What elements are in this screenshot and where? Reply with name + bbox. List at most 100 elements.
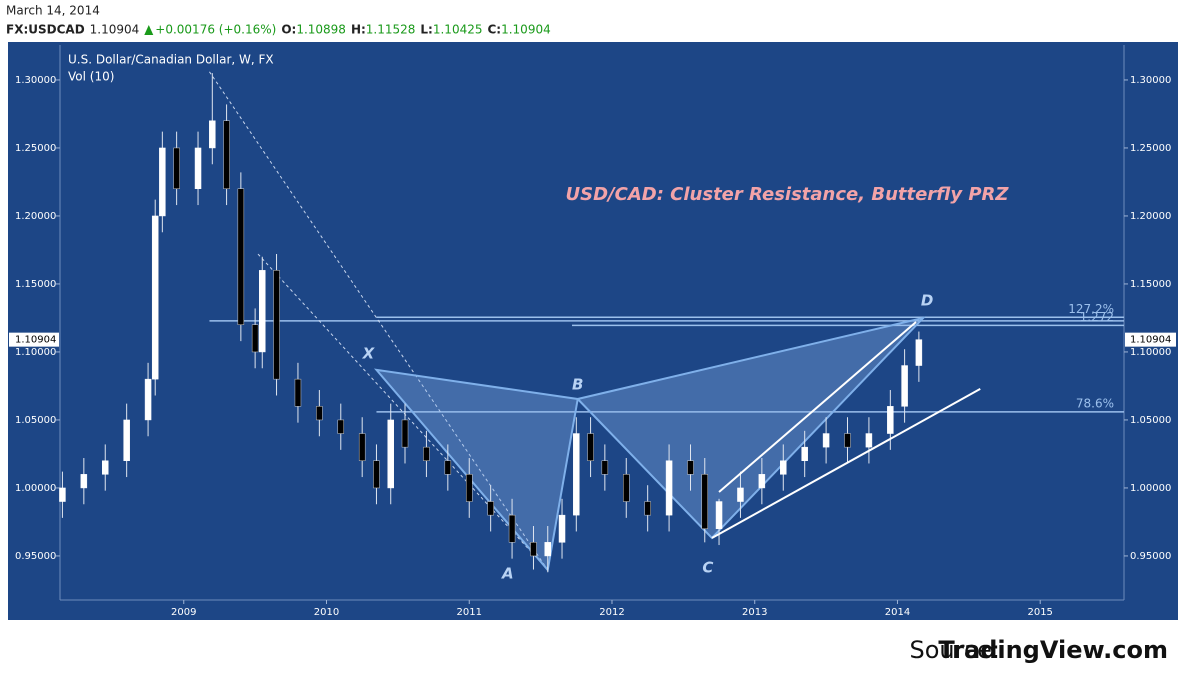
y-tick-label: 0.95000 [15,551,56,562]
candle-body [358,433,366,461]
indicator: Vol (10) [68,70,114,84]
header-text: FX:USDCAD [6,23,85,37]
pattern-area [373,368,579,573]
candle-body [587,433,594,461]
candle-body [544,542,551,557]
y-tick-label: 1.05000 [15,415,56,426]
candle-body [530,542,537,557]
y2-tick-label: 0.95000 [1130,551,1171,562]
y2-tick-label: 1.25000 [1130,143,1171,154]
price-tag-left-label: 1.10904 [15,335,56,346]
pattern-label: B [572,375,583,393]
y2-tick-label: 1.05000 [1130,415,1171,426]
candle-body [558,514,566,543]
fib-label: 78.6% [1076,396,1114,410]
y-tick-label: 1.10000 [15,347,56,358]
x-tick-label: 2009 [171,607,196,618]
candle-body [915,339,923,366]
x-tick-label: 2015 [1027,607,1052,618]
candle-body [223,120,230,189]
candle-body [465,474,473,502]
candle-body [887,406,894,434]
candle-body [237,188,245,325]
candle-body [387,419,394,489]
candle-body [101,460,109,475]
chart-panel [8,42,1178,620]
pattern-label: A [501,564,514,582]
pattern-label: D [921,291,933,309]
candle-body [373,460,380,489]
up-arrow [144,25,154,35]
header-text: L: [420,23,432,37]
candle-body [487,501,494,516]
header-text: 1.11528 [366,23,416,37]
header-text: 1.10904 [90,23,140,37]
y2-tick-label: 1.10000 [1130,347,1171,358]
y2-tick-label: 1.30000 [1130,75,1171,86]
x-tick-label: 2010 [314,607,339,618]
candle-body [701,474,709,529]
header-text: H: [351,23,366,37]
source-name: TradingView.com [938,636,1168,664]
candle-body [844,433,851,448]
y-tick-label: 1.00000 [15,483,56,494]
price-tag-label: 1.10904 [1130,335,1171,346]
y2-tick-label: 1.20000 [1130,211,1171,222]
candle-body [209,120,216,149]
plot: 0.95000 0.95000 1.00000 1.00000 1.05000 1.050… [9,71,1176,618]
source-prefix: Source: [909,636,1000,664]
date: March 14, 2014 [6,4,100,18]
trend-line [718,321,917,493]
x-tick-label: 2013 [742,607,767,618]
dashed-trend [209,71,549,571]
y2-tick-label: 1.15000 [1130,279,1171,290]
candle-body [665,460,673,516]
price-tag-left [9,332,59,347]
candle-body [423,446,430,461]
price-tag [1125,332,1176,347]
y-tick-label: 1.20000 [15,211,56,222]
y-tick-label: 1.25000 [15,143,56,154]
header-text: C: [487,23,501,37]
y-tick-label: 1.15000 [15,279,56,290]
candle-body [644,501,651,516]
pattern-area [575,316,927,540]
candle-body [780,460,787,475]
candle-body [623,474,630,502]
candle-body [159,147,166,217]
candle-body [822,433,830,448]
header-text: 1.10425 [433,23,483,37]
candle-body [901,365,908,407]
candle-body [173,147,180,189]
y-tick-label: 1.30000 [15,75,56,86]
header-text: 1.10898 [296,23,346,37]
candle-body [715,501,723,529]
candle-body [401,419,409,448]
header-text: +0.00176 (+0.16%) [155,23,276,37]
candle-body [801,446,808,461]
candle-body [444,460,452,475]
trend-line [711,388,981,539]
candle-body [573,433,580,516]
header-text: 1.10904 [501,23,551,37]
fib-label: 1.272 [1080,310,1114,324]
candle-body [294,378,302,407]
candle-body [194,147,202,189]
candle-body [337,419,345,434]
instrument: U.S. Dollar/Canadian Dollar, W, FX [68,53,274,67]
candle-body [144,378,152,421]
pattern-label: C [702,558,713,576]
candle-body [865,433,873,448]
x-tick-label: 2014 [885,607,910,618]
candle-body [259,270,266,353]
candle-body [273,270,280,380]
candle-body [123,419,130,461]
fib-label: 127.2% [1068,302,1114,316]
annotation-title: USD/CAD: Cluster Resistance, Butterfly P… [566,184,1010,205]
candle-body [601,460,609,475]
candle-body [316,406,323,421]
candle-body [59,487,66,502]
y2-tick-label: 1.00000 [1130,483,1171,494]
